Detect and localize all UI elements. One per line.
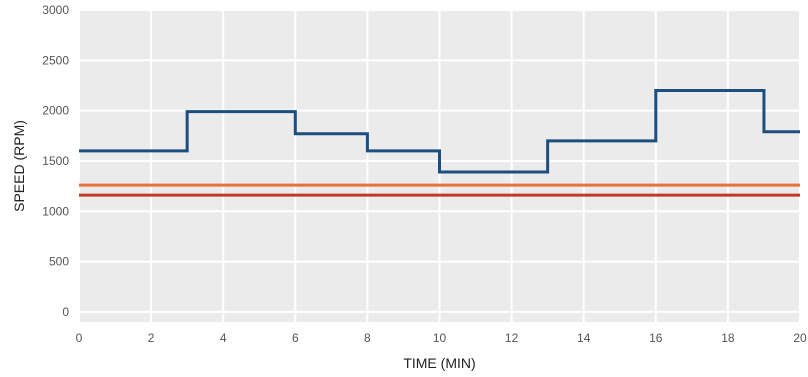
series-line-1 xyxy=(79,89,800,174)
x-tick-label: 4 xyxy=(220,331,227,345)
y-tick-label: 1000 xyxy=(42,204,69,218)
x-tick-label: 20 xyxy=(793,331,807,345)
y-tick-label: 3000 xyxy=(42,3,69,17)
y-tick-label: 2500 xyxy=(42,53,69,67)
y-tick-labels: 0 500 1000 1500 2000 2500 3000 xyxy=(42,3,69,319)
y-tick-label: 2000 xyxy=(42,104,69,118)
x-axis-label: TIME (MIN) xyxy=(403,355,475,371)
x-tick-label: 16 xyxy=(649,331,663,345)
x-tick-label: 0 xyxy=(76,331,83,345)
x-tick-label: 10 xyxy=(433,331,447,345)
x-tick-label: 14 xyxy=(577,331,591,345)
x-tick-label: 6 xyxy=(292,331,299,345)
y-tick-label: 0 xyxy=(62,305,69,319)
x-tick-labels: 0 2 4 6 8 10 12 14 16 18 20 xyxy=(76,331,807,345)
x-tick-label: 2 xyxy=(148,331,155,345)
series-layer xyxy=(79,89,800,197)
y-tick-label: 1500 xyxy=(42,154,69,168)
x-tick-label: 8 xyxy=(364,331,371,345)
y-tick-label: 500 xyxy=(49,255,69,269)
y-axis-label: SPEED (RPM) xyxy=(11,120,27,212)
x-tick-label: 18 xyxy=(721,331,735,345)
x-tick-label: 12 xyxy=(505,331,519,345)
